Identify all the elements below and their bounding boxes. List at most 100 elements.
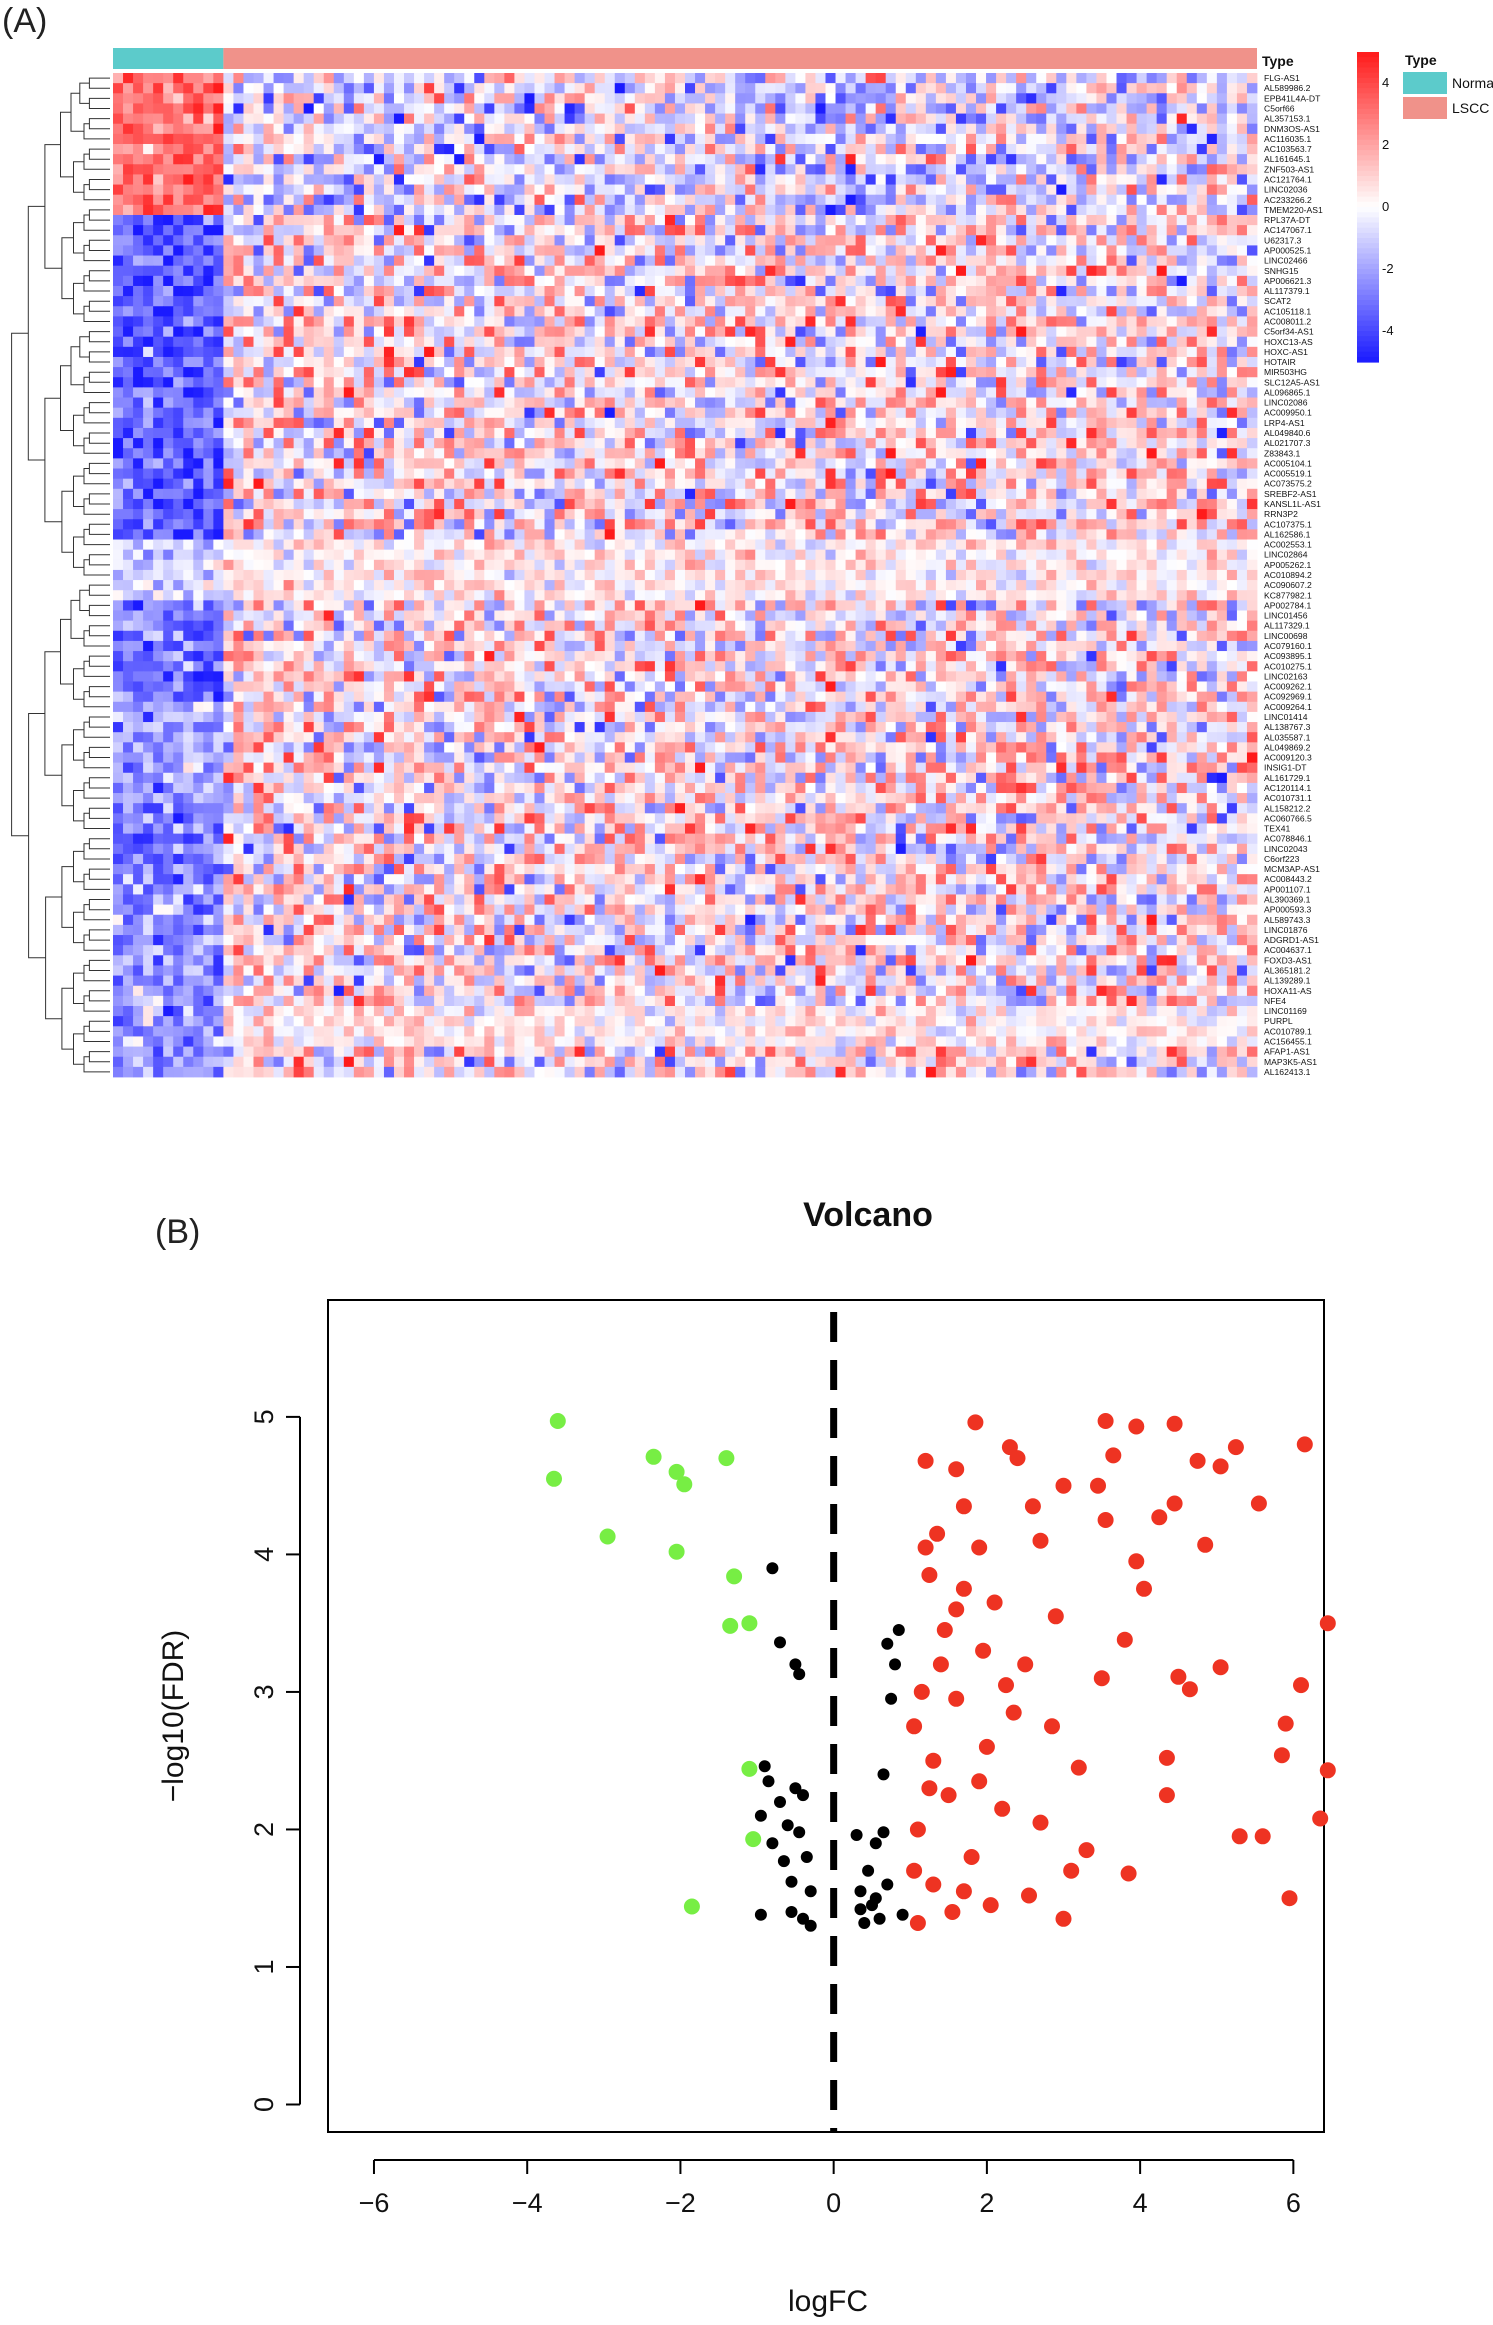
heatmap-cell [1066, 285, 1077, 297]
heatmap-cell [644, 83, 656, 94]
heatmap-cell [1216, 255, 1228, 267]
dendrogram-branch [73, 475, 84, 507]
heatmap-cell [1226, 458, 1238, 469]
heatmap-cell [1156, 184, 1168, 196]
heatmap-cell [594, 438, 606, 449]
heatmap-cell [333, 103, 345, 114]
dendrogram-branch [70, 92, 84, 132]
heatmap-cell [123, 498, 134, 510]
heatmap-cell [1036, 367, 1047, 378]
heatmap-cell [484, 255, 495, 267]
heatmap-cell [1216, 123, 1228, 135]
heatmap-cell [143, 103, 154, 114]
heatmap-cell [554, 417, 565, 429]
heatmap-cell [905, 427, 917, 439]
heatmap-cell [343, 326, 355, 338]
heatmap-cell [424, 427, 435, 439]
heatmap-cell [454, 143, 465, 155]
dendrogram-branch [88, 625, 110, 637]
heatmap-cell [1246, 83, 1258, 94]
heatmap-cell [1006, 194, 1017, 206]
heatmap-cell [976, 245, 987, 256]
heatmap-cell [514, 143, 525, 155]
heatmap-cell [725, 306, 736, 317]
heatmap-cell [243, 225, 254, 236]
heatmap-cell [1136, 133, 1148, 145]
heatmap-cell [273, 346, 284, 358]
heatmap-cell [133, 235, 144, 246]
heatmap-cell [1236, 164, 1248, 175]
heatmap-cell [825, 255, 836, 267]
heatmap-cell [1196, 346, 1208, 358]
heatmap-cell [765, 478, 776, 490]
heatmap-cell [323, 306, 335, 317]
heatmap-cell [1056, 73, 1067, 84]
heatmap-cell [1036, 306, 1047, 317]
heatmap-cell [1246, 326, 1258, 338]
heatmap-cell [895, 123, 907, 135]
heatmap-cell [885, 285, 897, 297]
heatmap-cell [393, 407, 405, 419]
heatmap-cell [163, 468, 174, 480]
heatmap-cell [574, 468, 586, 480]
heatmap-cell [634, 194, 646, 206]
heatmap-cell [133, 346, 144, 358]
heatmap-cell [1206, 214, 1218, 226]
heatmap-cell [1226, 83, 1238, 94]
heatmap-cell [1136, 346, 1148, 358]
heatmap-cell [825, 478, 836, 490]
heatmap-cell [845, 468, 856, 480]
heatmap-cell [223, 356, 234, 368]
heatmap-cell [1086, 133, 1097, 145]
heatmap-cell [855, 194, 867, 206]
heatmap-cell [795, 113, 806, 125]
heatmap-cell [123, 225, 134, 236]
heatmap-cell [1216, 285, 1228, 297]
heatmap-cell [484, 265, 495, 277]
heatmap-cell [1096, 417, 1107, 429]
heatmap-cell [765, 468, 776, 480]
heatmap-cell [644, 417, 656, 429]
heatmap-cell [955, 83, 967, 94]
heatmap-cell [905, 316, 917, 327]
heatmap-cell [765, 438, 776, 449]
heatmap-cell [614, 306, 626, 317]
heatmap-cell [604, 407, 616, 419]
heatmap-cell [1016, 225, 1027, 236]
heatmap-cell [674, 306, 686, 317]
heatmap-cell [173, 346, 184, 358]
heatmap-cell [1236, 448, 1248, 459]
heatmap-cell [564, 336, 576, 348]
heatmap-cell [1236, 204, 1248, 216]
heatmap-cell [1036, 478, 1047, 490]
heatmap-cell [584, 143, 596, 155]
heatmap-cell [945, 184, 957, 196]
heatmap-cell [424, 417, 435, 429]
heatmap-cell [725, 73, 736, 84]
heatmap-cell [604, 93, 616, 104]
heatmap-cell [1186, 336, 1198, 348]
heatmap-cell [414, 143, 425, 155]
heatmap-cell [444, 73, 455, 84]
heatmap-cell [865, 103, 877, 114]
heatmap-cell [474, 235, 485, 246]
heatmap-cell [383, 225, 395, 236]
heatmap-cell [243, 326, 254, 338]
heatmap-cell [725, 448, 736, 459]
heatmap-cell [996, 478, 1007, 490]
heatmap-cell [414, 204, 425, 216]
heatmap-cell [1046, 458, 1057, 469]
heatmap-cell [725, 427, 736, 439]
heatmap-cell [243, 93, 254, 104]
heatmap-cell [785, 488, 796, 500]
heatmap-cell [1086, 427, 1097, 439]
dendrogram-branch [83, 214, 110, 231]
heatmap-cell [554, 336, 565, 348]
heatmap-cell [674, 265, 686, 277]
heatmap-cell [845, 387, 856, 398]
heatmap-cell [273, 285, 284, 297]
heatmap-cell [484, 438, 495, 449]
dendrogram-branch [83, 468, 110, 485]
heatmap-cell [534, 194, 545, 206]
heatmap-cell [1086, 235, 1097, 246]
